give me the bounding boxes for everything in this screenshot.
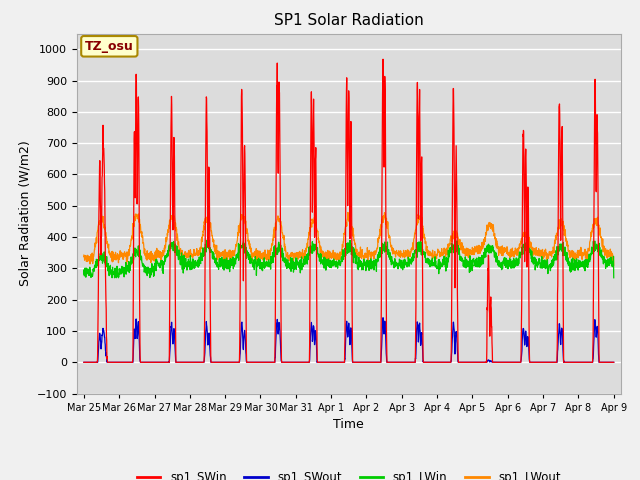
X-axis label: Time: Time xyxy=(333,418,364,431)
Text: TZ_osu: TZ_osu xyxy=(85,40,134,53)
Y-axis label: Solar Radiation (W/m2): Solar Radiation (W/m2) xyxy=(18,141,31,287)
Legend: sp1_SWin, sp1_SWout, sp1_LWin, sp1_LWout: sp1_SWin, sp1_SWout, sp1_LWin, sp1_LWout xyxy=(132,466,566,480)
Title: SP1 Solar Radiation: SP1 Solar Radiation xyxy=(274,13,424,28)
